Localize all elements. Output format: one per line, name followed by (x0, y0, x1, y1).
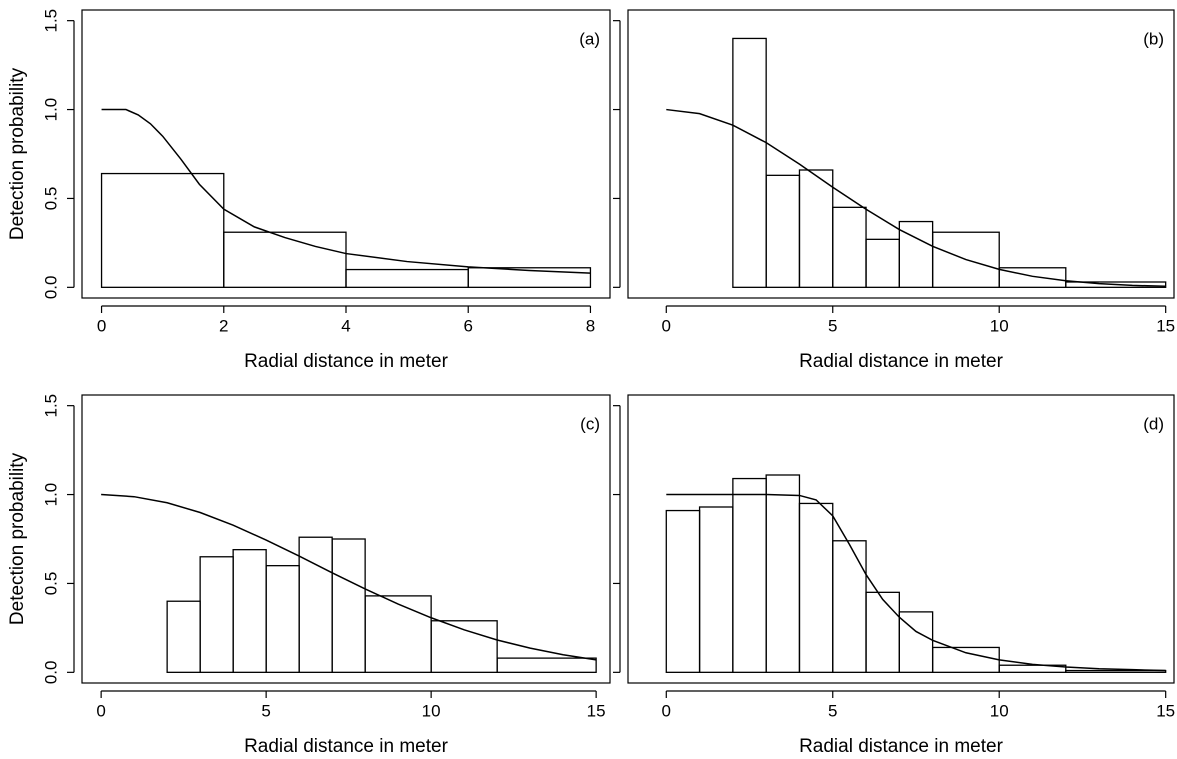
detection-curve (101, 108, 591, 274)
histogram-bar (166, 600, 201, 673)
x-axis-label: Radial distance in meter (244, 351, 448, 372)
x-tick-label: 2 (219, 316, 228, 335)
x-tick-label: 10 (990, 701, 1009, 720)
detection-curve (666, 493, 1166, 672)
x-tick-label: 0 (662, 701, 671, 720)
histogram-bar (467, 267, 592, 288)
y-tick-label: 1.0 (41, 483, 60, 507)
x-tick-label: 8 (586, 316, 595, 335)
panel-label: (d) (1143, 414, 1164, 433)
x-tick-label: 15 (1156, 701, 1175, 720)
histogram-bar (331, 538, 366, 673)
histogram-bar (199, 556, 234, 673)
y-axis-label: Detection probability (7, 452, 28, 625)
x-tick-label: 10 (422, 701, 441, 720)
plot-frame (627, 9, 1175, 299)
histogram-bar (496, 657, 597, 673)
x-tick-label: 6 (463, 316, 472, 335)
histogram-bar (732, 37, 767, 288)
x-tick-label: 10 (990, 316, 1009, 335)
y-tick-label: 1.5 (41, 9, 60, 33)
histogram-bar (345, 268, 469, 288)
y-tick-label: 0.0 (41, 276, 60, 300)
histogram-bar (364, 595, 432, 673)
x-tick-label: 5 (261, 701, 270, 720)
x-tick-label: 15 (587, 701, 606, 720)
detection-curve (666, 108, 1166, 288)
histogram-bar (798, 502, 834, 673)
panel-label: (c) (580, 414, 600, 433)
x-tick-label: 5 (828, 316, 837, 335)
histogram-bar (898, 611, 934, 673)
plot-frame (81, 394, 611, 684)
histogram-bar (798, 169, 834, 288)
panel-label: (b) (1143, 29, 1164, 48)
histogram-bar (732, 477, 767, 673)
histogram-bar (265, 565, 300, 673)
histogram-bar (298, 536, 333, 673)
histogram-bar (931, 646, 1000, 673)
histogram-bar (865, 238, 900, 288)
histogram-bar (998, 664, 1067, 673)
histogram-bar (223, 231, 347, 288)
plot-frame (627, 394, 1175, 684)
histogram-bar (1065, 669, 1167, 673)
histogram-bar (1065, 281, 1167, 288)
histogram-bar (430, 620, 498, 673)
panel-label: (a) (579, 29, 600, 48)
x-axis-label: Radial distance in meter (799, 351, 1003, 372)
y-axis-label: Detection probability (7, 67, 28, 240)
x-tick-label: 15 (1156, 316, 1175, 335)
histogram-bar (931, 231, 1000, 288)
x-axis-label: Radial distance in meter (799, 736, 1003, 757)
y-tick-label: 0.5 (41, 187, 60, 211)
x-tick-label: 0 (96, 701, 105, 720)
detection-curve (101, 493, 597, 661)
histogram-bar (832, 540, 867, 673)
histogram-bar (998, 267, 1067, 288)
histogram-bar (665, 509, 701, 673)
x-axis-label: Radial distance in meter (244, 736, 448, 757)
histogram-bar (865, 591, 900, 673)
y-tick-label: 0.5 (41, 572, 60, 596)
histogram-bar (698, 506, 734, 673)
y-tick-label: 1.5 (41, 394, 60, 418)
x-tick-label: 5 (828, 701, 837, 720)
histogram-bar (765, 174, 801, 288)
histogram-bar (832, 206, 867, 288)
y-tick-label: 0.0 (41, 661, 60, 685)
histogram-bar (100, 172, 225, 288)
x-tick-label: 0 (662, 316, 671, 335)
x-tick-label: 0 (97, 316, 106, 335)
histogram-bar (765, 474, 801, 673)
histogram-bar (232, 549, 267, 673)
x-tick-label: 4 (341, 316, 350, 335)
y-tick-label: 1.0 (41, 98, 60, 122)
plot-frame (81, 9, 611, 299)
